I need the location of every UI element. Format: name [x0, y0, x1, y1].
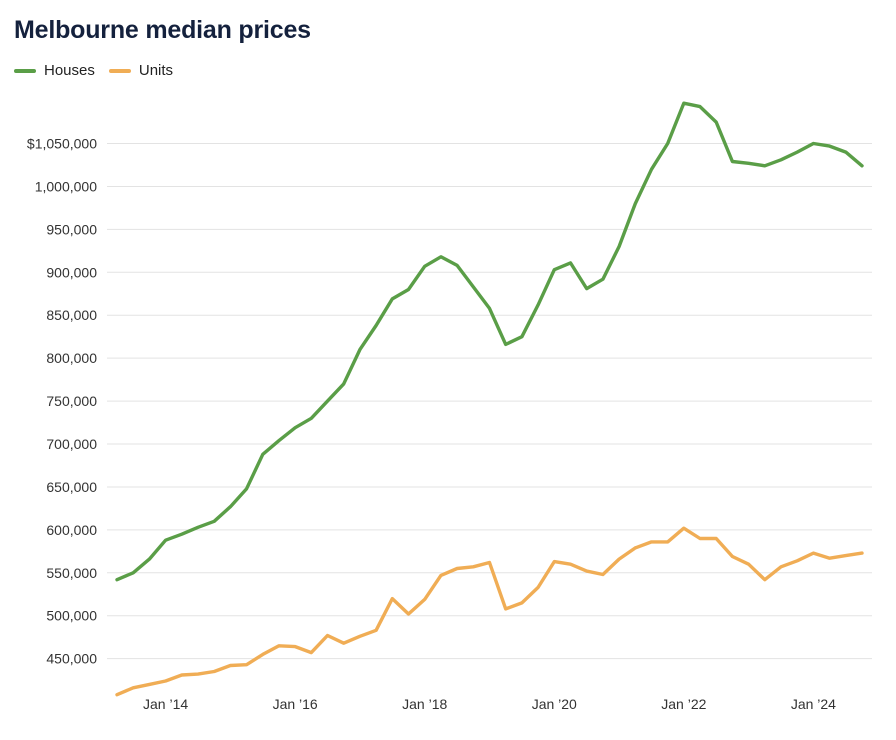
legend-swatch-units [108, 68, 131, 73]
series-line-units [115, 526, 864, 697]
chart-legend: Houses Units [14, 62, 173, 79]
y-tick-label: 850,000 [46, 307, 97, 323]
y-tick-label: 650,000 [46, 479, 97, 495]
series-lines [115, 101, 864, 697]
y-tick-label: 800,000 [46, 350, 97, 366]
x-tick-label: Jan ’18 [402, 696, 447, 712]
x-tick-label: Jan ’20 [532, 696, 577, 712]
chart-title: Melbourne median prices [14, 16, 311, 44]
y-tick-label: 700,000 [46, 436, 97, 452]
y-tick-label: 750,000 [46, 393, 97, 409]
y-tick-label: 600,000 [46, 522, 97, 538]
x-tick-label: Jan ’24 [791, 696, 836, 712]
y-tick-label: 1,000,000 [35, 178, 97, 194]
x-tick-label: Jan ’14 [143, 696, 188, 712]
y-tick-label: 950,000 [46, 221, 97, 237]
legend-swatch-houses [14, 68, 36, 73]
x-tick-label: Jan ’16 [273, 696, 318, 712]
gridlines [107, 143, 872, 660]
y-tick-label: 550,000 [46, 565, 97, 581]
legend-item-houses: Houses [14, 62, 95, 79]
y-tick-label: 500,000 [46, 608, 97, 624]
x-tick-label: Jan ’22 [661, 696, 706, 712]
y-tick-label: $1,050,000 [27, 136, 97, 152]
legend-label-houses: Houses [44, 62, 95, 79]
y-tick-label: 450,000 [46, 651, 97, 667]
legend-label-units: Units [138, 62, 174, 79]
series-line-houses [115, 101, 864, 582]
x-axis-ticks: Jan ’14 Jan ’16 Jan ’18 Jan ’20 Jan ’22 Jan ’… [143, 696, 836, 712]
y-tick-label: 900,000 [46, 264, 97, 280]
y-axis-ticks: 450,000 500,000 550,000 600,000 650,000 700,0… [27, 136, 97, 667]
legend-item-units: Units [108, 62, 174, 79]
